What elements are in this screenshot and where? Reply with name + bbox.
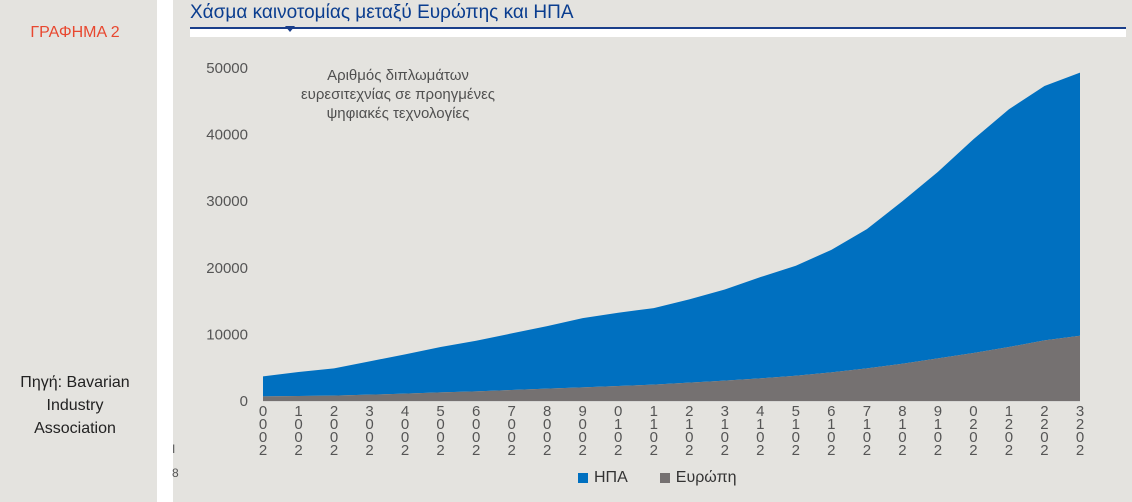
y-tick-label: 40000: [206, 127, 248, 144]
source-line: Industry: [46, 397, 104, 414]
legend-label: Ευρώπη: [675, 469, 737, 486]
title-notch: [285, 26, 295, 32]
stray-mark: 8: [172, 466, 179, 480]
area-series-europe: [263, 335, 1080, 401]
source-label: Πηγή: Bavarian Industry Association: [0, 371, 150, 440]
legend-swatch: [659, 473, 670, 483]
chart-annotation: Αριθμός διπλωμάτων ευρεσιτεχνίας σε προη…: [282, 66, 514, 123]
source-line: Association: [34, 420, 116, 437]
stray-mark: I: [172, 442, 176, 456]
legend: ΗΠΑ Ευρώπη: [578, 469, 769, 487]
legend-item-europe: Ευρώπη: [659, 469, 737, 487]
title-rule: [190, 27, 1126, 29]
y-tick-label: 10000: [206, 326, 248, 343]
annotation-line: ψηφιακές τεχνολογίες: [326, 105, 470, 122]
side-panel: [0, 0, 157, 502]
annotation-line: ευρεσιτεχνίας σε προηγμένες: [300, 86, 495, 103]
y-tick-label: 30000: [206, 193, 248, 210]
y-tick-label: 0: [240, 393, 248, 410]
legend-label: ΗΠΑ: [594, 469, 628, 486]
chart-title: Χάσμα καινοτομίας μεταξύ Ευρώπης και ΗΠΑ: [190, 2, 574, 23]
area-series-usa: [263, 72, 1080, 397]
legend-swatch: [578, 473, 588, 483]
divider: [157, 0, 173, 502]
source-line: Πηγή: Bavarian: [20, 374, 130, 391]
y-tick-label: 20000: [206, 260, 248, 277]
annotation-line: Αριθμός διπλωμάτων: [327, 67, 469, 84]
y-tick-label: 50000: [206, 60, 248, 77]
chart-number-label: ΓΡΑΦΗΜΑ 2: [30, 24, 120, 41]
title-bar: [190, 28, 1126, 37]
legend-item-usa: ΗΠΑ: [578, 469, 628, 487]
